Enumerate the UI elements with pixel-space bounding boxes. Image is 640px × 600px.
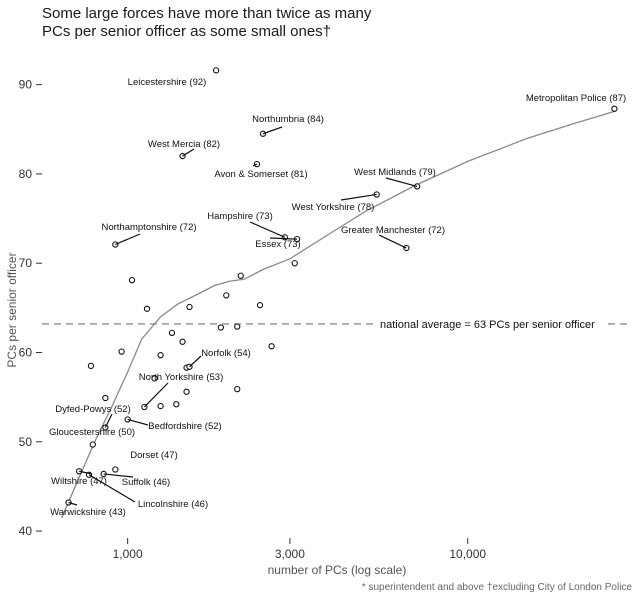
data-point [157,352,164,359]
label-leader-line [143,382,169,408]
leader-layer [68,126,418,506]
points-layer [65,67,618,506]
labels-layer: Leicestershire (92) Metropolitan Police (… [49,77,626,518]
y-tick-label: 40 [19,524,33,538]
data-point-labeled [112,466,119,473]
data-point-labeled [611,105,618,112]
trend-layer [61,110,615,518]
label-leader-line [252,163,258,167]
point-label: Essex (73) [255,239,300,250]
label-leader-line [249,221,286,238]
point-label: Bedfordshire (52) [148,421,221,432]
reference-layer: national average = 63 PCs per senior off… [42,319,630,331]
data-point [234,385,241,393]
label-leader-line [262,126,283,135]
point-label: Leicestershire (92) [128,77,207,88]
point-label: West Midlands (79) [354,167,436,178]
point-label: Metropolitan Police (87) [526,93,626,104]
label-leader-line [127,418,149,426]
label-leader-line [182,148,195,157]
point-label: Dorset (47) [130,450,178,461]
chart-title: Some large forces have more than twice a… [42,5,372,40]
point-label: Suffolk (46) [122,477,170,488]
y-axis-title: PCs per senior officer [5,252,19,367]
data-point [128,277,136,284]
y-tick-label: 70 [19,256,33,270]
data-point [217,324,225,331]
point-label: Norfolk (54) [201,348,251,359]
label-leader-line [115,233,141,246]
label-leader-line [88,474,136,503]
data-point [151,375,158,382]
point-label: Lincolnshire (46) [138,499,208,510]
data-point [143,305,151,312]
data-point-labeled [212,67,220,74]
data-point [183,388,190,395]
data-point [168,329,176,337]
point-label: Greater Manchester (72) [341,225,445,236]
data-point [157,402,164,410]
data-point [291,260,298,267]
caption: * superintendent and above †excluding Ci… [362,582,633,593]
point-label: Wiltshire (47) [51,476,107,487]
data-point [268,343,275,350]
data-point [223,292,230,299]
label-leader-line [103,473,134,478]
data-point [234,323,241,330]
label-leader-line [340,193,377,201]
point-label: Northamptonshire (72) [101,222,196,233]
label-leader-line [385,177,418,188]
label-leader-line [189,355,202,368]
label-leader-line [78,470,93,475]
point-label: West Mercia (82) [148,139,220,150]
label-leader-line [68,501,78,506]
x-axis-title: number of PCs (log scale) [268,563,407,577]
point-label: Avon & Somerset (81) [214,169,307,180]
x-tick-label: 10,000 [449,547,486,561]
national-average-label: national average = 63 PCs per senior off… [380,319,595,331]
point-label: North Yorkshire (53) [139,372,223,383]
y-tick-label: 50 [19,435,33,449]
point-label: Hampshire (73) [207,211,272,222]
point-label: Gloucestershire (50) [49,427,135,438]
data-point [256,302,264,309]
data-point [173,401,180,408]
axes-layer: 40 50 60 70 80 90 1,000 3,000 10,000 [19,78,487,561]
trend-line [61,110,615,518]
data-point [237,272,244,279]
x-tick-label: 3,000 [275,547,305,561]
data-point [87,362,95,370]
data-point [118,348,125,355]
data-point [186,303,193,311]
label-leader-line [269,237,298,240]
x-tick-label: 1,000 [113,547,143,561]
data-point [179,338,186,345]
data-point [102,394,109,402]
label-leader-line [104,413,113,428]
label-leader-line [378,234,407,249]
data-point-labeled [89,441,96,448]
point-label: Dyfed-Powys (52) [55,404,131,415]
point-label: Northumbria (84) [252,114,324,125]
point-label: Warwickshire (43) [50,507,126,518]
y-tick-label: 90 [19,78,33,92]
point-label: West Yorkshire (78) [292,202,375,213]
y-tick-label: 60 [19,346,33,360]
y-tick-label: 80 [19,167,33,181]
